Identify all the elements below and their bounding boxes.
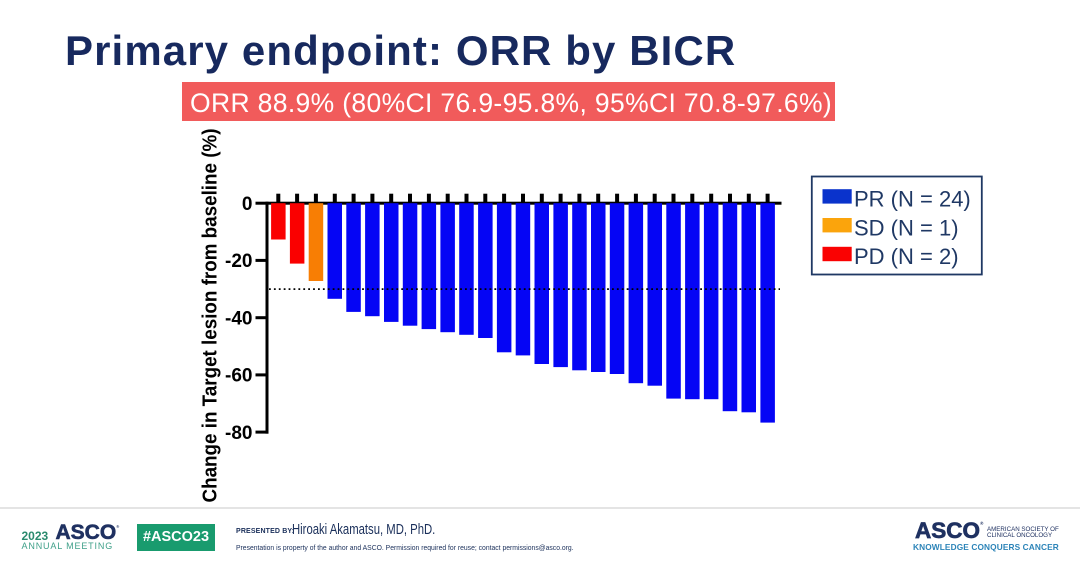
svg-text:PD (N = 2): PD (N = 2) [854,244,959,269]
svg-text:-40: -40 [225,308,252,329]
svg-text:-60: -60 [225,366,252,387]
svg-text:SD (N = 1): SD (N = 1) [854,215,959,240]
svg-text:0: 0 [242,194,253,215]
svg-text:-20: -20 [225,251,252,272]
svg-text:-80: -80 [225,423,252,444]
svg-text:PR (N = 24): PR (N = 24) [854,187,971,212]
svg-text:Change in Target lesion from b: Change in Target lesion from baseline (%… [199,129,222,503]
